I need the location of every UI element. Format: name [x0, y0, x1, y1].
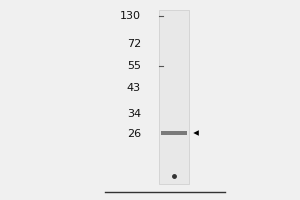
FancyBboxPatch shape: [159, 10, 189, 184]
Text: 72: 72: [127, 39, 141, 49]
Text: 26: 26: [127, 129, 141, 139]
Text: 55: 55: [127, 61, 141, 71]
Text: 43: 43: [127, 83, 141, 93]
Text: 130: 130: [120, 11, 141, 21]
FancyBboxPatch shape: [161, 131, 187, 135]
Text: 34: 34: [127, 109, 141, 119]
